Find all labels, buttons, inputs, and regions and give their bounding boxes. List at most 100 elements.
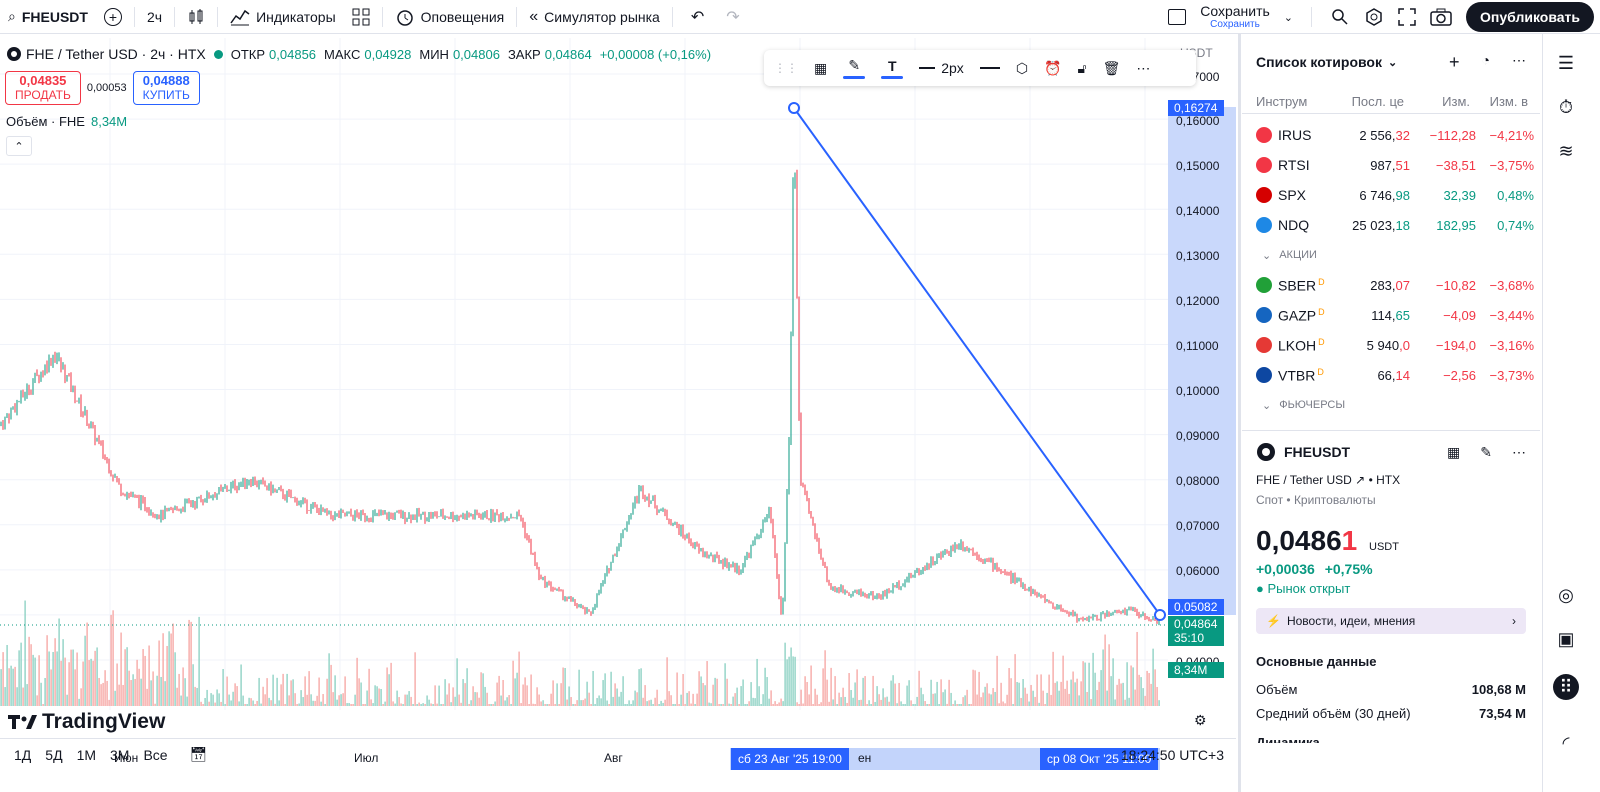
watchlist-title[interactable]: Список котировок <box>1256 54 1382 70</box>
line-width-button[interactable]: 2px <box>919 60 964 76</box>
col-symbol[interactable]: Инструм <box>1256 94 1308 109</box>
chevron-down-icon[interactable]: ⌄ <box>1387 56 1398 69</box>
row-last: 114,65 <box>1371 307 1410 323</box>
volume-bar <box>158 640 160 706</box>
volume-bar <box>1008 668 1010 706</box>
volume-bar <box>586 681 588 706</box>
lock-icon[interactable]: 🔓︎ <box>1077 59 1087 76</box>
volume-bar <box>854 682 856 706</box>
range-3m[interactable]: 3М <box>110 746 130 763</box>
col-change-pct[interactable]: Изм. в <box>1489 94 1528 109</box>
volume-bar <box>18 650 20 706</box>
more-icon[interactable]: ⋯ <box>1512 443 1526 460</box>
watchlist-row[interactable]: SBER D 283,07 −10,82 −3,68% <box>1242 270 1540 300</box>
sell-button[interactable]: 0,04835 ПРОДАТЬ <box>5 71 81 105</box>
volume-bar <box>782 701 784 706</box>
watchlist-row[interactable]: VTBR D 66,14 −2,56 −3,73% <box>1242 360 1540 390</box>
details-name[interactable]: FHE / Tether USD <box>1256 473 1352 487</box>
watchlist-row[interactable]: SPX 6 746,98 32,39 0,48% <box>1242 180 1540 210</box>
time-axis[interactable]: Июн Июл Авг ен сб 23 Авг '25 19:00 ср 08… <box>0 748 1168 770</box>
watchlist-row[interactable]: RTSI 987,51 −38,51 −3,75% <box>1242 150 1540 180</box>
section-stocks[interactable]: ⌄ АКЦИИ <box>1242 240 1540 270</box>
news-button[interactable]: ⚡ Новости, идеи, мнения › <box>1256 608 1526 634</box>
watchlist-icon[interactable]: ☰ <box>1557 52 1575 73</box>
volume-bar <box>216 689 218 706</box>
volume-bar <box>952 704 954 706</box>
text-color-button[interactable]: T <box>881 58 904 79</box>
volume-bar <box>214 702 216 706</box>
col-change[interactable]: Изм. <box>1442 94 1470 109</box>
range-1m[interactable]: 1М <box>76 746 97 763</box>
alerts-clock-icon[interactable]: ⏱ <box>1558 96 1574 117</box>
col-last[interactable]: Посл. це <box>1351 94 1404 109</box>
settings-hex-icon[interactable]: ⬡ <box>1015 59 1029 76</box>
watchlist-row[interactable]: LKOH D 5 940,0 −194,0 −3,16% <box>1242 330 1540 360</box>
axis-settings-button[interactable]: ⚙ <box>1194 712 1207 730</box>
drag-handle-icon[interactable]: ⋮⋮ <box>774 61 798 75</box>
divider <box>217 6 219 27</box>
layouts-button[interactable] <box>344 0 378 34</box>
grid-icon[interactable]: ▦ <box>1447 443 1461 460</box>
range-1d[interactable]: 1Д <box>14 746 32 763</box>
volume-bar <box>226 676 228 706</box>
volume-bar <box>672 704 674 706</box>
chart-pane[interactable]: FHE / Tether USD · 2ч · HTX ОТКР 0,04856 … <box>0 38 1236 770</box>
alerts-button[interactable]: Оповещения <box>387 0 513 34</box>
volume-bar <box>1124 699 1126 706</box>
template-icon[interactable]: ▦ <box>814 59 828 76</box>
more-icon[interactable]: ⋯ <box>1512 51 1526 68</box>
details-symbol[interactable]: FHEUSDT <box>1284 444 1351 460</box>
collapse-legend-button[interactable]: ⌃ <box>6 136 32 156</box>
volume-bar <box>210 693 212 706</box>
layers-icon[interactable]: ≋ <box>1558 140 1574 161</box>
volume-bar <box>732 696 734 706</box>
external-link-icon[interactable]: ↗ <box>1355 473 1366 487</box>
add-alert-icon[interactable]: ⏰ <box>1044 59 1062 76</box>
price-chart[interactable] <box>0 38 1168 710</box>
panel-divider[interactable] <box>1238 34 1241 792</box>
layout-toggle-icon[interactable] <box>1168 9 1187 25</box>
volume-bar <box>966 689 968 706</box>
trash-icon[interactable]: 🗑︎ <box>1102 59 1121 76</box>
lightning-icon: ⚡ <box>1266 614 1281 628</box>
range-5d[interactable]: 5Д <box>45 746 63 763</box>
volume-bar <box>60 660 62 706</box>
chart-type-button[interactable] <box>179 0 213 34</box>
broadcast-icon[interactable]: ◜ <box>1562 732 1570 753</box>
more-icon[interactable]: ⋯ <box>1136 59 1151 76</box>
interval-button[interactable]: 2ч <box>139 0 170 34</box>
settings-icon[interactable] <box>1364 7 1384 27</box>
row-change-pct: 0,74% <box>1497 217 1534 233</box>
watchlist-row[interactable]: IRUS 2 556,32 −112,28 −4,21% <box>1242 120 1540 150</box>
fullscreen-icon[interactable] <box>1398 8 1416 26</box>
undo-button[interactable]: ↶ <box>677 0 718 34</box>
publish-button[interactable]: Опубликовать <box>1466 2 1594 32</box>
line-style-icon[interactable] <box>979 67 1000 69</box>
volume-bar <box>556 683 558 706</box>
range-all[interactable]: Все <box>143 746 168 763</box>
add-symbol-button[interactable]: + <box>96 0 130 34</box>
save-button[interactable]: Сохранить Сохранить <box>1200 4 1270 30</box>
camera-icon[interactable] <box>1430 8 1452 26</box>
buy-button[interactable]: 0,04888 КУПИТЬ <box>132 71 200 105</box>
symbol-search[interactable]: ⌕ FHEUSDT <box>0 0 96 34</box>
apps-icon[interactable]: ⠿ <box>1553 674 1579 700</box>
replay-button[interactable]: « Симулятор рынка <box>521 0 668 34</box>
indicators-button[interactable]: Индикаторы <box>222 0 344 34</box>
hotlist-icon[interactable]: ◎ <box>1558 584 1574 605</box>
volume-bar <box>710 703 712 706</box>
watchlist-row[interactable]: GAZP D 114,65 −4,09 −3,44% <box>1242 300 1540 330</box>
calendar-icon[interactable]: ▣ <box>1557 628 1575 649</box>
add-symbol-icon[interactable]: + <box>1449 51 1460 72</box>
redo-button[interactable]: ↷ <box>718 0 747 34</box>
pie-chart-icon[interactable]: ◔ <box>1481 51 1490 68</box>
watchlist-row[interactable]: NDQ 25 023,18 182,95 0,74% <box>1242 210 1540 240</box>
section-futures[interactable]: ⌄ ФЬЮЧЕРСЫ <box>1242 390 1540 420</box>
go-to-date-icon[interactable]: 📅︎ <box>189 746 208 762</box>
quick-search-icon[interactable] <box>1330 7 1350 27</box>
price-tick: 0,14000 <box>1176 204 1220 218</box>
line-color-button[interactable]: ✎ <box>843 57 866 79</box>
edit-icon[interactable]: ✎ <box>1480 443 1492 460</box>
clock-label[interactable]: 18:24:50 UTC+3 <box>1120 746 1224 763</box>
chevron-down-icon[interactable]: ⌄ <box>1283 11 1294 24</box>
